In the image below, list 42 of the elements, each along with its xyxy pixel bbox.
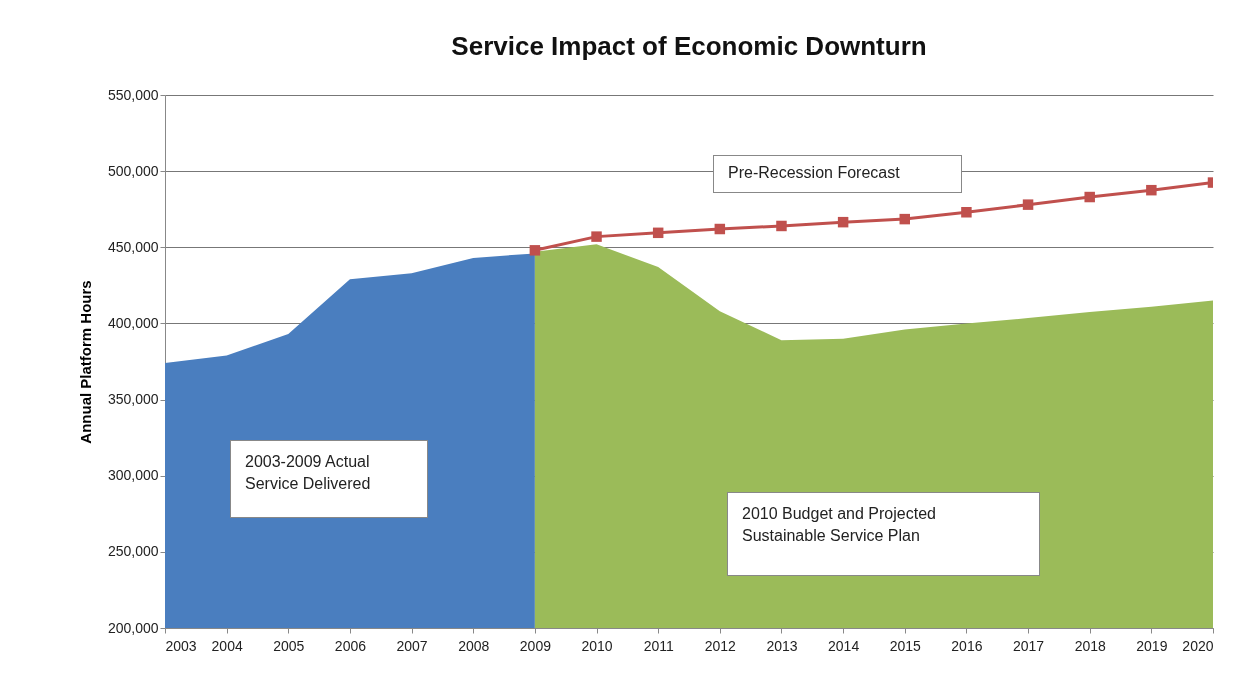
point — [1146, 184, 1157, 196]
point — [529, 245, 541, 256]
point — [899, 213, 911, 225]
x-tick-label: 2015 — [889, 637, 922, 654]
point — [714, 223, 726, 235]
x-tick-label: 2018 — [1074, 637, 1106, 654]
text-box: 2010 Budget and Projected Sustainable Service Plan — [727, 492, 1040, 576]
y-tick-label: 450,000 — [107, 238, 159, 255]
x-tick-label: 2004 — [211, 637, 243, 654]
y-tick-label: 200,000 — [107, 619, 159, 636]
text-box: 2003-2009 Actual Service Delivered — [230, 440, 428, 518]
point — [837, 216, 849, 228]
x-tick-label: 2013 — [766, 637, 798, 654]
y-tick-label: 550,000 — [107, 86, 159, 103]
point — [961, 207, 972, 218]
y-axis-title: Annual Platform Hours — [76, 280, 94, 444]
x-tick-label: 2020 — [1182, 637, 1214, 654]
point — [1084, 191, 1095, 203]
x-tick-label: 2007 — [396, 637, 428, 654]
y-tick-label: 250,000 — [107, 543, 159, 560]
y-tick-label: 350,000 — [107, 391, 159, 408]
point — [652, 227, 664, 239]
point — [776, 220, 787, 232]
x-tick-label: 2016 — [951, 637, 983, 654]
x-tick-label: 2012 — [704, 637, 737, 654]
point — [591, 231, 602, 242]
x-tick-label: 2005 — [273, 637, 305, 654]
point — [1022, 199, 1034, 210]
y-tick-label: 500,000 — [107, 162, 159, 179]
chart-title: Service Impact of Economic Downturn — [451, 31, 927, 61]
x-tick-label: 2014 — [828, 637, 860, 654]
x-tick-label: 2006 — [334, 637, 367, 654]
x-tick-label: 2017 — [1012, 637, 1045, 654]
x-tick-label: 2010 — [581, 637, 613, 654]
y-tick-label: 300,000 — [107, 467, 159, 484]
x-tick-label: 2003 — [165, 637, 197, 654]
x-tick-label: 2008 — [458, 637, 490, 654]
x-tick-label: 2011 — [643, 637, 674, 654]
x-tick-label: 2009 — [519, 637, 552, 654]
y-tick-label: 400,000 — [107, 314, 159, 331]
x-tick-label: 2019 — [1136, 637, 1168, 654]
text-box: Pre-Recession Forecast — [713, 155, 962, 193]
